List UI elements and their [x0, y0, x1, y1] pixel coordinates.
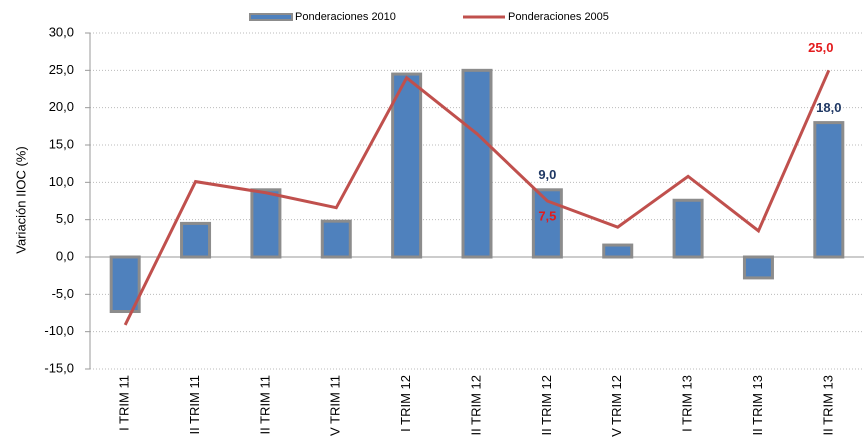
bar [813, 121, 845, 259]
data-label: 7,5 [538, 208, 556, 223]
x-tick-label: II TRIM 11 [187, 375, 202, 434]
y-tick-label: 5,0 [56, 211, 74, 226]
bar [391, 72, 423, 259]
bar [672, 198, 704, 259]
bar [180, 221, 212, 259]
x-tick-label: II TRIM 11 [257, 375, 272, 434]
legend-swatch [249, 13, 293, 21]
y-tick-label: -15,0 [44, 360, 74, 375]
y-tick-label: 30,0 [49, 24, 74, 39]
bar [602, 243, 634, 259]
x-tick-label: II TRIM 13 [750, 375, 765, 435]
x-tick-label: V TRIM 11 [328, 375, 343, 436]
data-label: 18,0 [816, 100, 841, 115]
y-tick-label: -10,0 [44, 323, 74, 338]
y-tick-label: -5,0 [52, 286, 74, 301]
x-tick-label: II TRIM 13 [820, 375, 835, 435]
legend-label: Ponderaciones 2005 [508, 11, 609, 23]
y-tick-label: 15,0 [49, 136, 74, 151]
y-tick-label: 0,0 [56, 248, 74, 263]
bar [250, 188, 282, 259]
y-tick-label: 20,0 [49, 99, 74, 114]
data-label: 9,0 [538, 167, 556, 182]
data-label: 25,0 [808, 40, 833, 55]
y-tick-label: 10,0 [49, 174, 74, 189]
bar [461, 68, 493, 259]
x-tick-label: I TRIM 12 [398, 375, 413, 432]
x-tick-label: II TRIM 12 [539, 375, 554, 435]
x-tick-label: I TRIM 13 [680, 375, 695, 432]
y-tick-label: 25,0 [49, 62, 74, 77]
x-tick-label: I TRIM 11 [117, 375, 132, 431]
line [123, 69, 831, 326]
legend-label: Ponderaciones 2010 [295, 11, 396, 23]
x-tick-label: V TRIM 12 [609, 375, 624, 437]
bar [742, 255, 774, 280]
x-tick-label: II TRIM 12 [468, 375, 483, 435]
bar [109, 255, 141, 314]
y-axis-label: Variación IIOC (%) [13, 146, 28, 253]
bar [320, 219, 352, 259]
